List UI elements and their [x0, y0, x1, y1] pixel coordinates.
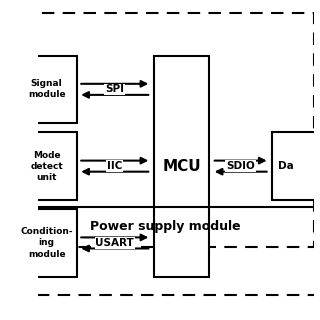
Bar: [16, 132, 77, 200]
Text: IIC: IIC: [107, 161, 123, 171]
Text: Da: Da: [278, 161, 294, 171]
Text: Signal
module: Signal module: [28, 79, 66, 100]
Bar: [16, 56, 77, 123]
Text: Power supply module: Power supply module: [90, 220, 240, 233]
Bar: [16, 12, 314, 247]
Text: Condition-
ing
module: Condition- ing module: [20, 227, 73, 259]
Bar: [272, 132, 320, 200]
Text: SDIO: SDIO: [226, 161, 255, 171]
Bar: [154, 56, 209, 277]
Text: USART: USART: [95, 238, 134, 248]
Text: Mode
detect
unit: Mode detect unit: [30, 150, 63, 182]
Text: SPI: SPI: [105, 84, 124, 94]
Bar: [16, 209, 77, 277]
Text: MCU: MCU: [162, 159, 201, 174]
